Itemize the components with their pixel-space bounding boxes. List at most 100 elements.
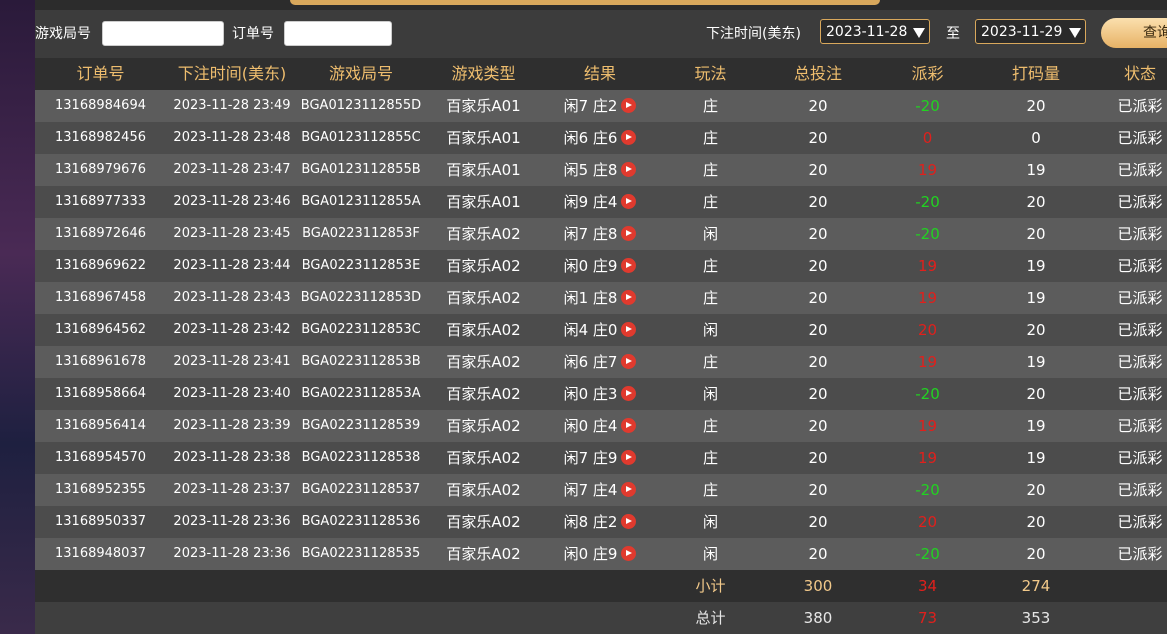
cell-text: 闲1 庄8 <box>563 289 618 307</box>
replay-icon[interactable] <box>621 290 637 305</box>
table-cell: 2023-11-28 23:49 <box>166 90 298 122</box>
date-to-select[interactable]: 2023-11-29 <box>975 19 1086 44</box>
cell-text: BGA0123112855A <box>301 194 421 209</box>
replay-icon[interactable] <box>621 418 637 433</box>
table-cell: 闲 <box>657 378 764 410</box>
summary-cell <box>166 570 298 602</box>
table-cell: 20 <box>764 474 872 506</box>
cell-text: 13168952355 <box>55 482 146 497</box>
orders-table: 订单号 下注时间(美东) 游戏局号 游戏类型 结果 玩法 总投注 派彩 打码量 状态 1316898… <box>35 58 1167 634</box>
date-from-select[interactable]: 2023-11-28 <box>820 19 930 44</box>
table-cell: BGA0123112855C <box>298 122 424 154</box>
replay-icon[interactable] <box>621 514 637 529</box>
cell-text: 百家乐A02 <box>446 513 521 531</box>
table-cell: 13168956414 <box>35 410 166 442</box>
cell-text: 19 <box>1026 449 1046 467</box>
cell-text: 已派彩 <box>1117 385 1163 403</box>
order-input[interactable] <box>284 21 392 46</box>
background-strip <box>0 0 35 634</box>
cell-text: 2023-11-28 23:48 <box>173 130 291 145</box>
summary-bet: 300 <box>803 577 833 595</box>
replay-icon[interactable] <box>621 162 637 177</box>
table-cell: 2023-11-28 23:36 <box>166 538 298 570</box>
replay-icon[interactable] <box>621 258 637 273</box>
table-cell: 闲 <box>657 314 764 346</box>
filter-bar: 游戏局号 订单号 下注时间(美东) 2023-11-28 至 2023-11-2… <box>35 10 1167 58</box>
cell-text: 2023-11-28 23:39 <box>173 418 291 433</box>
table-cell: 2023-11-28 23:47 <box>166 154 298 186</box>
cell-text: 闲 <box>702 321 718 339</box>
cell-text: 百家乐A02 <box>446 321 521 339</box>
table-cell: 闲7 庄4 <box>543 474 657 506</box>
query-button[interactable]: 查询 <box>1101 18 1167 48</box>
table-cell: 13168952355 <box>35 474 166 506</box>
replay-icon[interactable] <box>621 322 637 337</box>
cell-text: 已派彩 <box>1117 129 1163 147</box>
cell-text: 2023-11-28 23:44 <box>173 258 291 273</box>
cell-text: 百家乐A01 <box>446 193 521 211</box>
cell-text: 已派彩 <box>1117 417 1163 435</box>
table-cell: 13168982456 <box>35 122 166 154</box>
round-input[interactable] <box>102 21 224 46</box>
cell-text: 已派彩 <box>1117 193 1163 211</box>
replay-icon[interactable] <box>621 130 637 145</box>
replay-icon[interactable] <box>621 226 637 241</box>
summary-cell <box>298 602 424 634</box>
table-cell: 20 <box>764 154 872 186</box>
table-cell: 已派彩 <box>1089 474 1167 506</box>
replay-icon[interactable] <box>621 386 637 401</box>
cell-text: BGA0223112853E <box>301 258 421 273</box>
cell-text: 19 <box>917 449 938 467</box>
header-cell: 结果 <box>583 64 616 83</box>
replay-icon[interactable] <box>621 450 637 465</box>
table-cell: 2023-11-28 23:41 <box>166 346 298 378</box>
cell-text: 13168964562 <box>55 322 146 337</box>
table-cell: 19 <box>872 442 983 474</box>
table-cell: 20 <box>764 122 872 154</box>
cell-text: 2023-11-28 23:38 <box>173 450 291 465</box>
cell-text: 2023-11-28 23:36 <box>173 514 291 529</box>
table-cell: 闲9 庄4 <box>543 186 657 218</box>
summary-cell: 380 <box>764 602 872 634</box>
summary-cell: 小计 <box>657 570 764 602</box>
time-label: 下注时间(美东) <box>706 26 801 42</box>
cell-text: 已派彩 <box>1117 545 1163 563</box>
cell-text: 20 <box>1026 481 1046 499</box>
cell-text: 13168948037 <box>55 546 146 561</box>
replay-icon[interactable] <box>621 354 637 369</box>
table-row: 13168948037 2023-11-28 23:36 BGA0223112853… <box>35 538 1167 570</box>
table-cell: -20 <box>872 538 983 570</box>
table-cell: 百家乐A02 <box>424 250 543 282</box>
replay-icon[interactable] <box>621 546 637 561</box>
table-cell: 已派彩 <box>1089 154 1167 186</box>
replay-icon[interactable] <box>621 98 637 113</box>
cell-text: 20 <box>1026 321 1046 339</box>
cell-text: 20 <box>808 449 828 467</box>
table-cell: 13168967458 <box>35 282 166 314</box>
cell-text: 百家乐A02 <box>446 385 521 403</box>
summary-cell <box>1089 602 1167 634</box>
cell-text: 13168979676 <box>55 162 146 177</box>
cell-text: 百家乐A01 <box>446 129 521 147</box>
cell-text: BGA02231128539 <box>301 418 421 433</box>
cell-text: -20 <box>915 193 940 211</box>
header-cell: 游戏局号 <box>328 64 393 83</box>
table-cell: 庄 <box>657 90 764 122</box>
cell-text: BGA0223112853A <box>301 386 421 401</box>
replay-icon[interactable] <box>621 482 637 497</box>
order-label: 订单号 <box>232 26 274 42</box>
table-cell: 13168964562 <box>35 314 166 346</box>
cell-text: 2023-11-28 23:43 <box>173 290 291 305</box>
cell-text: BGA0223112853C <box>301 322 421 337</box>
table-cell: 闲0 庄9 <box>543 250 657 282</box>
cell-text: BGA02231128536 <box>301 514 421 529</box>
cell-text: BGA02231128538 <box>301 450 421 465</box>
replay-icon[interactable] <box>621 194 637 209</box>
table-cell: 20 <box>764 506 872 538</box>
cell-text: 2023-11-28 23:45 <box>173 226 291 241</box>
cell-text: 19 <box>1026 257 1046 275</box>
table-cell: 闲7 庄8 <box>543 218 657 250</box>
table-cell: 20 <box>764 218 872 250</box>
table-cell: 2023-11-28 23:44 <box>166 250 298 282</box>
